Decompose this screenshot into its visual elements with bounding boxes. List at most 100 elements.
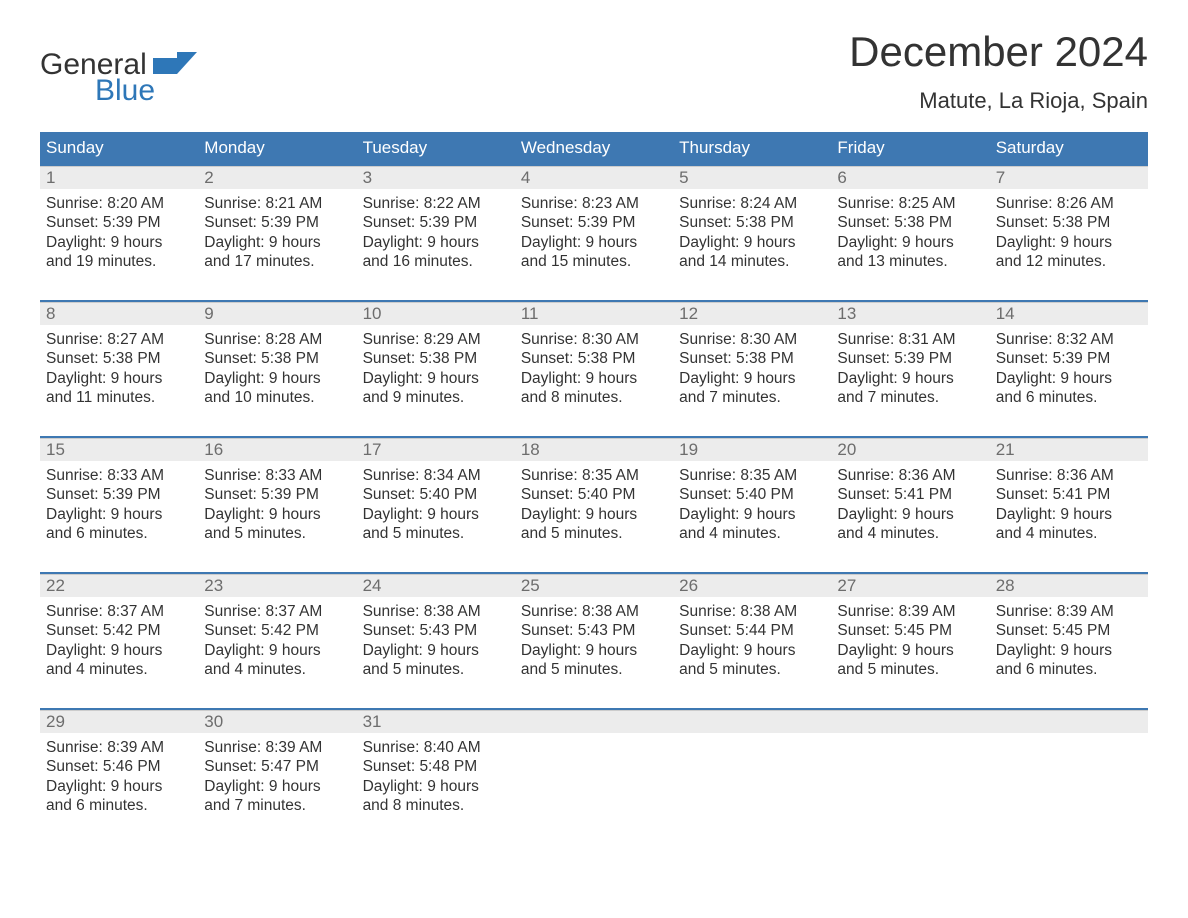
sunset-value: 5:39 PM: [261, 214, 319, 231]
day-cell: 8Sunrise: 8:27 AMSunset: 5:38 PMDaylight…: [40, 302, 198, 422]
sunset-value: 5:39 PM: [261, 486, 319, 503]
sunrise-line: Sunrise: 8:27 AM: [46, 330, 192, 349]
sunset-label: Sunset:: [363, 214, 416, 231]
sunset-label: Sunset:: [521, 486, 574, 503]
daylight-label: Daylight:: [521, 642, 581, 659]
sunrise-value: 8:35 AM: [740, 467, 797, 484]
page-header: General Blue December 2024 Matute, La Ri…: [40, 28, 1148, 114]
sunset-line: Sunset: 5:42 PM: [46, 621, 192, 640]
sunset-line: Sunset: 5:38 PM: [996, 213, 1142, 232]
daylight-value1: 9 hours: [111, 642, 163, 659]
daylight-line1: Daylight: 9 hours: [679, 369, 825, 388]
daylight-line1: Daylight: 9 hours: [46, 641, 192, 660]
daylight-line2: and 5 minutes.: [363, 524, 509, 543]
daylight-value1: 9 hours: [1060, 506, 1112, 523]
day-cell: 29Sunrise: 8:39 AMSunset: 5:46 PMDayligh…: [40, 710, 198, 830]
sunrise-line: Sunrise: 8:30 AM: [679, 330, 825, 349]
daylight-line2: and 6 minutes.: [46, 524, 192, 543]
sunset-value: 5:38 PM: [736, 350, 794, 367]
sunrise-value: 8:30 AM: [582, 331, 639, 348]
sunrise-label: Sunrise:: [46, 739, 103, 756]
day-number-empty: [831, 710, 989, 733]
logo: General Blue: [40, 48, 197, 108]
daylight-label: Daylight:: [204, 778, 264, 795]
daylight-value1: 9 hours: [585, 642, 637, 659]
day-cell: 11Sunrise: 8:30 AMSunset: 5:38 PMDayligh…: [515, 302, 673, 422]
daylight-label: Daylight:: [46, 370, 106, 387]
sunrise-line: Sunrise: 8:21 AM: [204, 194, 350, 213]
daylight-value1: 9 hours: [902, 370, 954, 387]
day-cell: 20Sunrise: 8:36 AMSunset: 5:41 PMDayligh…: [831, 438, 989, 558]
sunset-label: Sunset:: [363, 486, 416, 503]
sunset-label: Sunset:: [837, 622, 890, 639]
sunset-value: 5:42 PM: [103, 622, 161, 639]
sunrise-value: 8:26 AM: [1057, 195, 1114, 212]
sunrise-label: Sunrise:: [46, 467, 103, 484]
sunset-label: Sunset:: [204, 758, 257, 775]
sunrise-line: Sunrise: 8:38 AM: [679, 602, 825, 621]
daylight-label: Daylight:: [996, 234, 1056, 251]
day-body: Sunrise: 8:38 AMSunset: 5:44 PMDaylight:…: [673, 597, 831, 680]
sunrise-label: Sunrise:: [996, 331, 1053, 348]
sunset-line: Sunset: 5:39 PM: [996, 349, 1142, 368]
daylight-label: Daylight:: [837, 234, 897, 251]
day-body: Sunrise: 8:35 AMSunset: 5:40 PMDaylight:…: [515, 461, 673, 544]
sunset-value: 5:42 PM: [261, 622, 319, 639]
day-body: Sunrise: 8:32 AMSunset: 5:39 PMDaylight:…: [990, 325, 1148, 408]
daylight-line1: Daylight: 9 hours: [837, 505, 983, 524]
weeks-container: 1Sunrise: 8:20 AMSunset: 5:39 PMDaylight…: [40, 164, 1148, 830]
sunset-line: Sunset: 5:48 PM: [363, 757, 509, 776]
daylight-label: Daylight:: [837, 506, 897, 523]
sunset-label: Sunset:: [837, 214, 890, 231]
sunset-value: 5:41 PM: [1053, 486, 1111, 503]
sunset-value: 5:44 PM: [736, 622, 794, 639]
daylight-label: Daylight:: [996, 642, 1056, 659]
sunrise-value: 8:36 AM: [1057, 467, 1114, 484]
sunset-line: Sunset: 5:43 PM: [363, 621, 509, 640]
week-row: 29Sunrise: 8:39 AMSunset: 5:46 PMDayligh…: [40, 708, 1148, 830]
day-cell: 7Sunrise: 8:26 AMSunset: 5:38 PMDaylight…: [990, 166, 1148, 286]
day-cell: 15Sunrise: 8:33 AMSunset: 5:39 PMDayligh…: [40, 438, 198, 558]
day-number: 19: [673, 438, 831, 461]
daylight-line1: Daylight: 9 hours: [996, 233, 1142, 252]
sunrise-value: 8:36 AM: [899, 467, 956, 484]
daylight-line2: and 5 minutes.: [521, 660, 667, 679]
daylight-line2: and 9 minutes.: [363, 388, 509, 407]
day-cell: 26Sunrise: 8:38 AMSunset: 5:44 PMDayligh…: [673, 574, 831, 694]
sunset-value: 5:38 PM: [578, 350, 636, 367]
daylight-label: Daylight:: [363, 370, 423, 387]
sunset-line: Sunset: 5:39 PM: [521, 213, 667, 232]
day-body: Sunrise: 8:28 AMSunset: 5:38 PMDaylight:…: [198, 325, 356, 408]
day-number: 17: [357, 438, 515, 461]
sunset-line: Sunset: 5:45 PM: [996, 621, 1142, 640]
daylight-line2: and 15 minutes.: [521, 252, 667, 271]
daylight-line2: and 19 minutes.: [46, 252, 192, 271]
sunset-value: 5:38 PM: [103, 350, 161, 367]
daylight-label: Daylight:: [521, 234, 581, 251]
day-number: 10: [357, 302, 515, 325]
daylight-line2: and 6 minutes.: [46, 796, 192, 815]
day-cell: [831, 710, 989, 830]
sunset-label: Sunset:: [46, 350, 99, 367]
daylight-label: Daylight:: [363, 778, 423, 795]
sunrise-label: Sunrise:: [46, 331, 103, 348]
day-body: Sunrise: 8:38 AMSunset: 5:43 PMDaylight:…: [515, 597, 673, 680]
day-number: 9: [198, 302, 356, 325]
daylight-value1: 9 hours: [111, 370, 163, 387]
sunset-line: Sunset: 5:47 PM: [204, 757, 350, 776]
sunrise-line: Sunrise: 8:32 AM: [996, 330, 1142, 349]
day-body: Sunrise: 8:23 AMSunset: 5:39 PMDaylight:…: [515, 189, 673, 272]
day-body: Sunrise: 8:37 AMSunset: 5:42 PMDaylight:…: [198, 597, 356, 680]
daylight-value1: 9 hours: [427, 642, 479, 659]
daylight-line1: Daylight: 9 hours: [363, 777, 509, 796]
daylight-value1: 9 hours: [744, 234, 796, 251]
sunset-value: 5:39 PM: [578, 214, 636, 231]
day-cell: 23Sunrise: 8:37 AMSunset: 5:42 PMDayligh…: [198, 574, 356, 694]
day-body: Sunrise: 8:39 AMSunset: 5:46 PMDaylight:…: [40, 733, 198, 816]
week-row: 1Sunrise: 8:20 AMSunset: 5:39 PMDaylight…: [40, 164, 1148, 286]
sunset-line: Sunset: 5:39 PM: [837, 349, 983, 368]
sunset-label: Sunset:: [679, 214, 732, 231]
day-number: 2: [198, 166, 356, 189]
daylight-line2: and 4 minutes.: [46, 660, 192, 679]
sunrise-line: Sunrise: 8:24 AM: [679, 194, 825, 213]
